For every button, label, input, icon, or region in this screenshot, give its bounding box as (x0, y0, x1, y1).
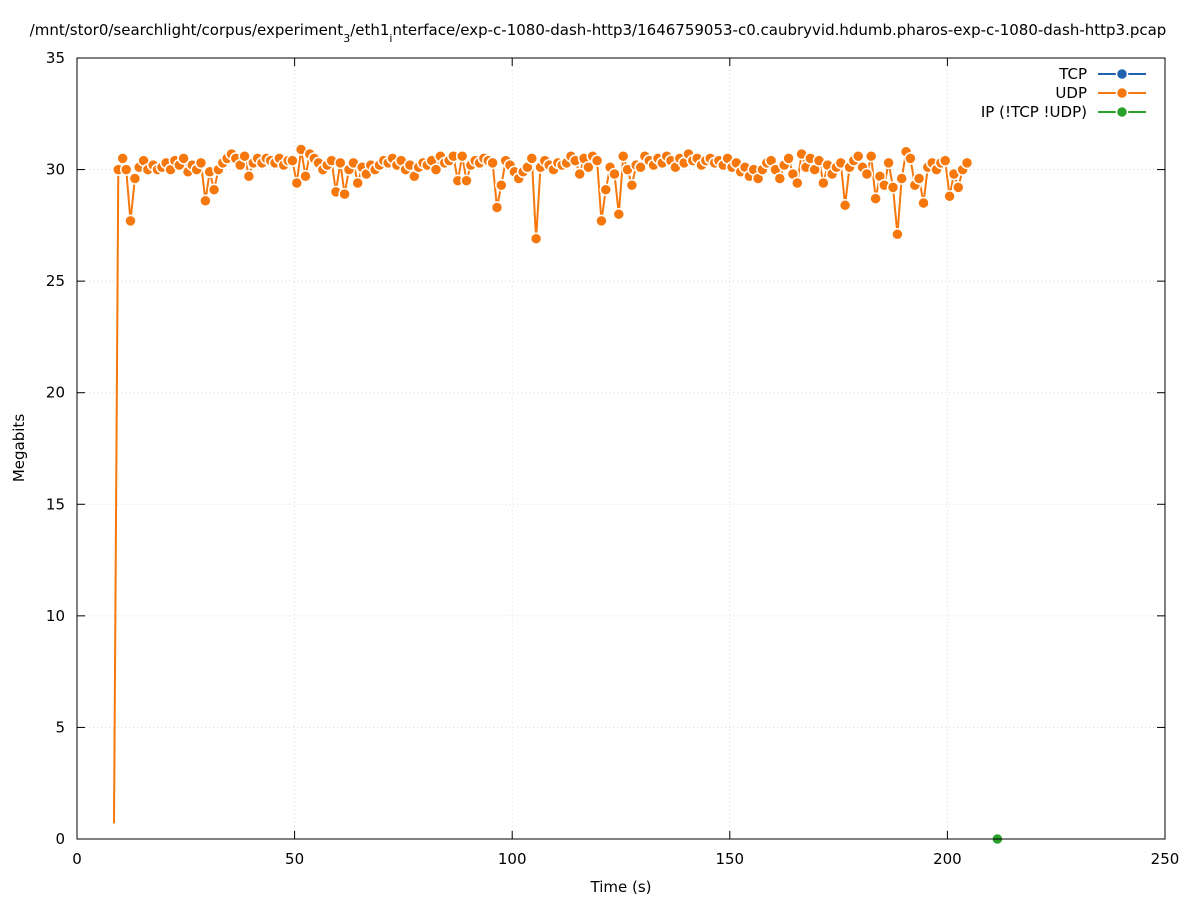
data-point (773, 172, 787, 185)
x-tick-label: 250 (1151, 850, 1180, 868)
data-point (194, 156, 208, 170)
y-tick-label: 35 (46, 49, 65, 67)
data-point (599, 183, 613, 196)
data-point (943, 190, 956, 203)
data-point (582, 161, 595, 174)
data-point (590, 154, 604, 167)
y-tick-label: 20 (46, 384, 65, 402)
data-point (869, 192, 882, 205)
title-part-pre: /mnt/stor0/searchlight/corpus/experiment (30, 21, 344, 39)
series-layer (112, 143, 1004, 846)
data-point (616, 149, 630, 163)
x-tick-label: 100 (498, 850, 527, 868)
data-point (791, 176, 804, 190)
data-point (960, 156, 974, 170)
data-point (238, 149, 251, 163)
data-point (634, 161, 647, 174)
data-point (817, 176, 830, 190)
data-point (860, 167, 874, 181)
legend-label: UDP (1055, 84, 1087, 102)
data-point (460, 174, 473, 187)
data-point (116, 152, 129, 165)
data-point (904, 152, 917, 165)
series-1 (112, 143, 974, 824)
data-point (525, 152, 539, 165)
data-point (299, 170, 312, 183)
data-point (595, 214, 608, 228)
data-point (612, 207, 626, 221)
data-point (290, 176, 304, 190)
legend-marker (1115, 105, 1129, 119)
y-tick-label: 5 (55, 718, 65, 736)
legend-marker (1115, 67, 1129, 81)
data-point (782, 152, 795, 165)
data-point (882, 156, 895, 170)
data-point (625, 178, 639, 192)
data-point (573, 167, 586, 181)
data-point (177, 152, 190, 165)
y-tick-label: 10 (46, 607, 65, 625)
data-point (608, 167, 621, 181)
x-axis-label: Time (s) (590, 878, 652, 896)
x-tick-label: 50 (285, 850, 304, 868)
title-part-mid: /eth1 (350, 21, 389, 39)
title-sub-2: i (389, 32, 392, 45)
data-point (490, 201, 504, 214)
data-point (455, 149, 469, 163)
data-point (199, 194, 212, 208)
data-point (912, 172, 926, 185)
x-tick-label: 150 (715, 850, 744, 868)
chart-title: /mnt/stor0/searchlight/corpus/experiment… (30, 21, 1167, 45)
data-point (286, 154, 299, 167)
y-tick-label: 25 (46, 272, 65, 290)
y-tick-label: 30 (46, 161, 65, 179)
data-point (242, 170, 256, 183)
data-point (838, 199, 852, 212)
data-point (338, 187, 351, 201)
data-point (351, 176, 364, 190)
data-point (124, 214, 137, 228)
data-point (429, 163, 443, 176)
y-tick-label: 0 (55, 830, 65, 848)
data-point (851, 149, 865, 163)
grid (77, 58, 1165, 839)
data-point (334, 156, 347, 170)
legend-marker (1115, 86, 1129, 100)
y-tick-label: 15 (46, 495, 65, 513)
data-point (495, 178, 508, 192)
x-tick-label: 0 (72, 850, 82, 868)
data-point (128, 172, 142, 185)
data-point (938, 154, 952, 167)
data-point (886, 181, 900, 194)
data-point (891, 228, 904, 241)
data-point (952, 181, 965, 194)
tick-labels: 0 50 100 150 200 250 0 5 10 15 20 25 30 35 (46, 49, 1179, 868)
y-axis-label: Megabits (10, 414, 28, 482)
series-line (113, 148, 968, 824)
plot-frame (76, 57, 1166, 840)
x-tick-label: 200 (933, 850, 962, 868)
data-point (895, 172, 908, 185)
data-point (207, 183, 221, 196)
title-part-post: nterface/exp-c-1080-dash-http3/164675905… (392, 21, 1166, 39)
data-point (529, 232, 543, 245)
data-point (917, 196, 930, 210)
legend-label: IP (!TCP !UDP) (981, 103, 1087, 121)
data-point (486, 156, 499, 170)
data-point (119, 163, 133, 176)
legend-label: TCP (1058, 65, 1087, 83)
data-point (864, 149, 878, 163)
title-sub-1: 3 (343, 32, 350, 45)
